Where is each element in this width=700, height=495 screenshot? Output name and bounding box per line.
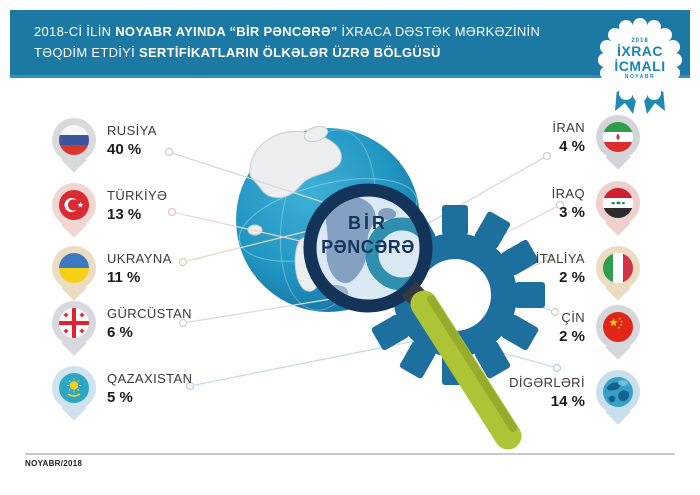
country-label: ÇİN 2 %	[559, 305, 585, 349]
badge-title-line1: İXRAC	[616, 43, 664, 59]
georgia-flag-icon	[59, 308, 89, 338]
country-row-turkiye: TÜRKİYƏ 13 %	[52, 183, 167, 227]
country-label: TÜRKİYƏ 13 %	[107, 183, 167, 227]
header-banner-edge	[10, 75, 690, 78]
country-percent: 6 %	[107, 324, 133, 341]
country-name: İRAN	[552, 120, 585, 135]
country-row-cin: ÇİN 2 %	[559, 305, 640, 349]
footer-date: NOYABR/2018	[25, 459, 83, 468]
country-label: İRAQ 3 %	[552, 181, 585, 225]
country-percent: 2 %	[559, 269, 585, 286]
country-percent: 11 %	[107, 269, 141, 286]
map-pin	[52, 301, 96, 345]
country-row-iran: İRAN 4 %	[552, 115, 640, 159]
magnifier-handle	[401, 281, 522, 450]
country-name: RUSİYA	[107, 123, 157, 138]
italy-flag-icon	[603, 253, 633, 283]
country-row-gurcustan: GÜRCÜSTAN 6 %	[52, 301, 192, 345]
iran-flag-icon	[603, 122, 633, 152]
country-label: UKRAYNA 11 %	[107, 246, 172, 290]
country-percent: 4 %	[559, 138, 585, 155]
country-row-qazaxistan: QAZAXISTAN 5 %	[52, 366, 192, 410]
country-label: İTALİYA 2 %	[536, 246, 585, 290]
header-title-line2: TƏQDİM ETDİYİ SERTİFİKATLARIN ÖLKƏLƏR ÜZ…	[34, 45, 441, 60]
country-name: İRAQ	[551, 186, 585, 201]
iraq-flag-icon	[603, 188, 633, 218]
country-row-digerleri: DİGƏRLƏRİ 14 %	[509, 370, 640, 414]
lens-label: BİR PƏNCƏRƏ	[308, 212, 428, 259]
badge-text: 2018 İXRAC İCMALI NOYABR	[598, 16, 682, 80]
country-percent: 5 %	[107, 389, 133, 406]
map-pin	[596, 115, 640, 159]
header-title-line1: 2018-Cİ İLİN NOYABR AYINDA “BİR PƏNCƏRƏ”…	[34, 24, 541, 39]
map-pin	[596, 370, 640, 414]
country-percent: 3 %	[559, 204, 585, 221]
ukraine-flag-icon	[59, 253, 89, 283]
map-pin	[52, 246, 96, 290]
country-name: TÜRKİYƏ	[107, 188, 168, 203]
country-label: DİGƏRLƏRİ 14 %	[509, 370, 585, 414]
map-pin	[596, 181, 640, 225]
country-row-ukrayna: UKRAYNA 11 %	[52, 246, 172, 290]
china-flag-icon	[603, 312, 633, 342]
badge-subtitle: NOYABR	[624, 74, 656, 80]
country-label: İRAN 4 %	[552, 115, 585, 159]
country-name: İTALİYA	[535, 251, 585, 266]
country-row-italiya: İTALİYA 2 %	[536, 246, 640, 290]
magnifier-ring-icon	[303, 183, 433, 313]
rosette-ribbon-icon	[598, 18, 682, 114]
country-percent: 13 %	[107, 206, 142, 223]
header-banner: 2018-Cİ İLİN NOYABR AYINDA “BİR PƏNCƏRƏ”…	[10, 10, 690, 78]
badge-title-line2: İCMALI	[614, 58, 666, 74]
export-review-badge: 2018 İXRAC İCMALI NOYABR	[598, 16, 682, 120]
map-pin	[52, 183, 96, 227]
country-name: DİGƏRLƏRİ	[509, 375, 585, 390]
lens-label-line1: BİR	[348, 213, 388, 233]
lens-label-line2: PƏNCƏRƏ	[321, 237, 415, 257]
magnifier-glass	[316, 196, 420, 300]
badge-year: 2018	[631, 38, 649, 44]
map-pin	[596, 246, 640, 290]
header-title: 2018-Cİ İLİN NOYABR AYINDA “BİR PƏNCƏRƏ”…	[34, 21, 540, 63]
country-percent: 2 %	[559, 328, 585, 345]
map-pin	[52, 118, 96, 162]
country-row-rusiya: RUSİYA 40 %	[52, 118, 157, 162]
kazakhstan-flag-icon	[59, 373, 89, 403]
country-label: QAZAXISTAN 5 %	[107, 366, 192, 410]
map-pin	[596, 305, 640, 349]
world-globe-icon	[603, 377, 633, 407]
country-percent: 14 %	[550, 393, 585, 410]
turkey-flag-icon	[59, 190, 89, 220]
map-pin	[52, 366, 96, 410]
country-label: RUSİYA 40 %	[107, 118, 157, 162]
country-label: GÜRCÜSTAN 6 %	[107, 301, 192, 345]
country-name: UKRAYNA	[107, 251, 172, 266]
footer-divider	[25, 453, 675, 455]
country-name: ÇİN	[561, 310, 585, 325]
russia-flag-icon	[59, 125, 89, 155]
country-name: GÜRCÜSTAN	[107, 306, 192, 321]
country-percent: 40 %	[107, 141, 142, 158]
country-name: QAZAXISTAN	[107, 371, 193, 386]
country-row-iraq: İRAQ 3 %	[552, 181, 640, 225]
